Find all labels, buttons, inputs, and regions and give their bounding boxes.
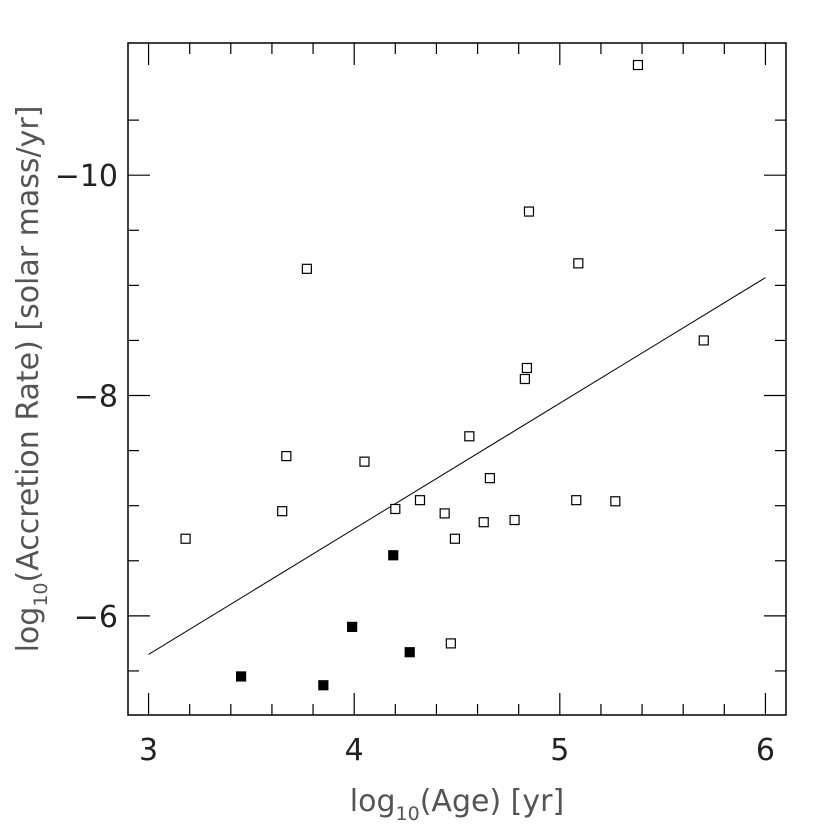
axis-tick-labels: 3 4 5 6 −6 −8 −10 xyxy=(55,159,775,768)
filled-square-point xyxy=(235,671,247,682)
x-tick-label: 4 xyxy=(345,733,364,768)
filled-square-point xyxy=(404,647,415,658)
open-square-point xyxy=(610,496,621,507)
open-square-point xyxy=(180,533,191,544)
y-tick-label: −8 xyxy=(74,380,118,415)
open-square-point xyxy=(523,206,535,217)
open-square-point xyxy=(478,517,489,528)
open-square-point xyxy=(484,473,495,484)
open-square-point xyxy=(277,506,288,517)
open-square-point xyxy=(359,456,370,467)
open-square-point xyxy=(301,263,312,274)
open-square-point xyxy=(439,508,450,519)
regression-line xyxy=(148,277,766,655)
data-points xyxy=(180,59,709,691)
x-axis-label: log10(Age) [yr] xyxy=(350,784,564,825)
y-tick-label: −6 xyxy=(74,600,118,635)
x-tick-label: 5 xyxy=(550,733,569,768)
open-square-point xyxy=(445,638,456,649)
open-square-point xyxy=(390,503,401,515)
axis-ticks xyxy=(128,43,786,715)
open-square-point xyxy=(281,451,292,462)
x-tick-label: 3 xyxy=(139,733,158,768)
open-square-point xyxy=(521,362,533,374)
open-square-point xyxy=(509,514,520,526)
y-tick-label: −10 xyxy=(55,159,118,194)
plot-frame xyxy=(127,42,787,716)
filled-square-point xyxy=(347,621,358,632)
open-square-point xyxy=(464,431,475,442)
open-square-point xyxy=(449,533,461,544)
open-square-point xyxy=(632,59,644,71)
open-square-point xyxy=(571,495,582,506)
open-square-point xyxy=(414,495,426,506)
filled-square-point xyxy=(388,550,399,561)
open-square-point xyxy=(519,373,530,385)
filled-square-point xyxy=(318,680,329,691)
open-square-point xyxy=(573,258,584,269)
open-square-point xyxy=(698,335,709,346)
y-axis-label: log10(Accretion Rate) [solar mass/yr] xyxy=(11,106,52,653)
x-tick-label: 6 xyxy=(756,733,775,768)
